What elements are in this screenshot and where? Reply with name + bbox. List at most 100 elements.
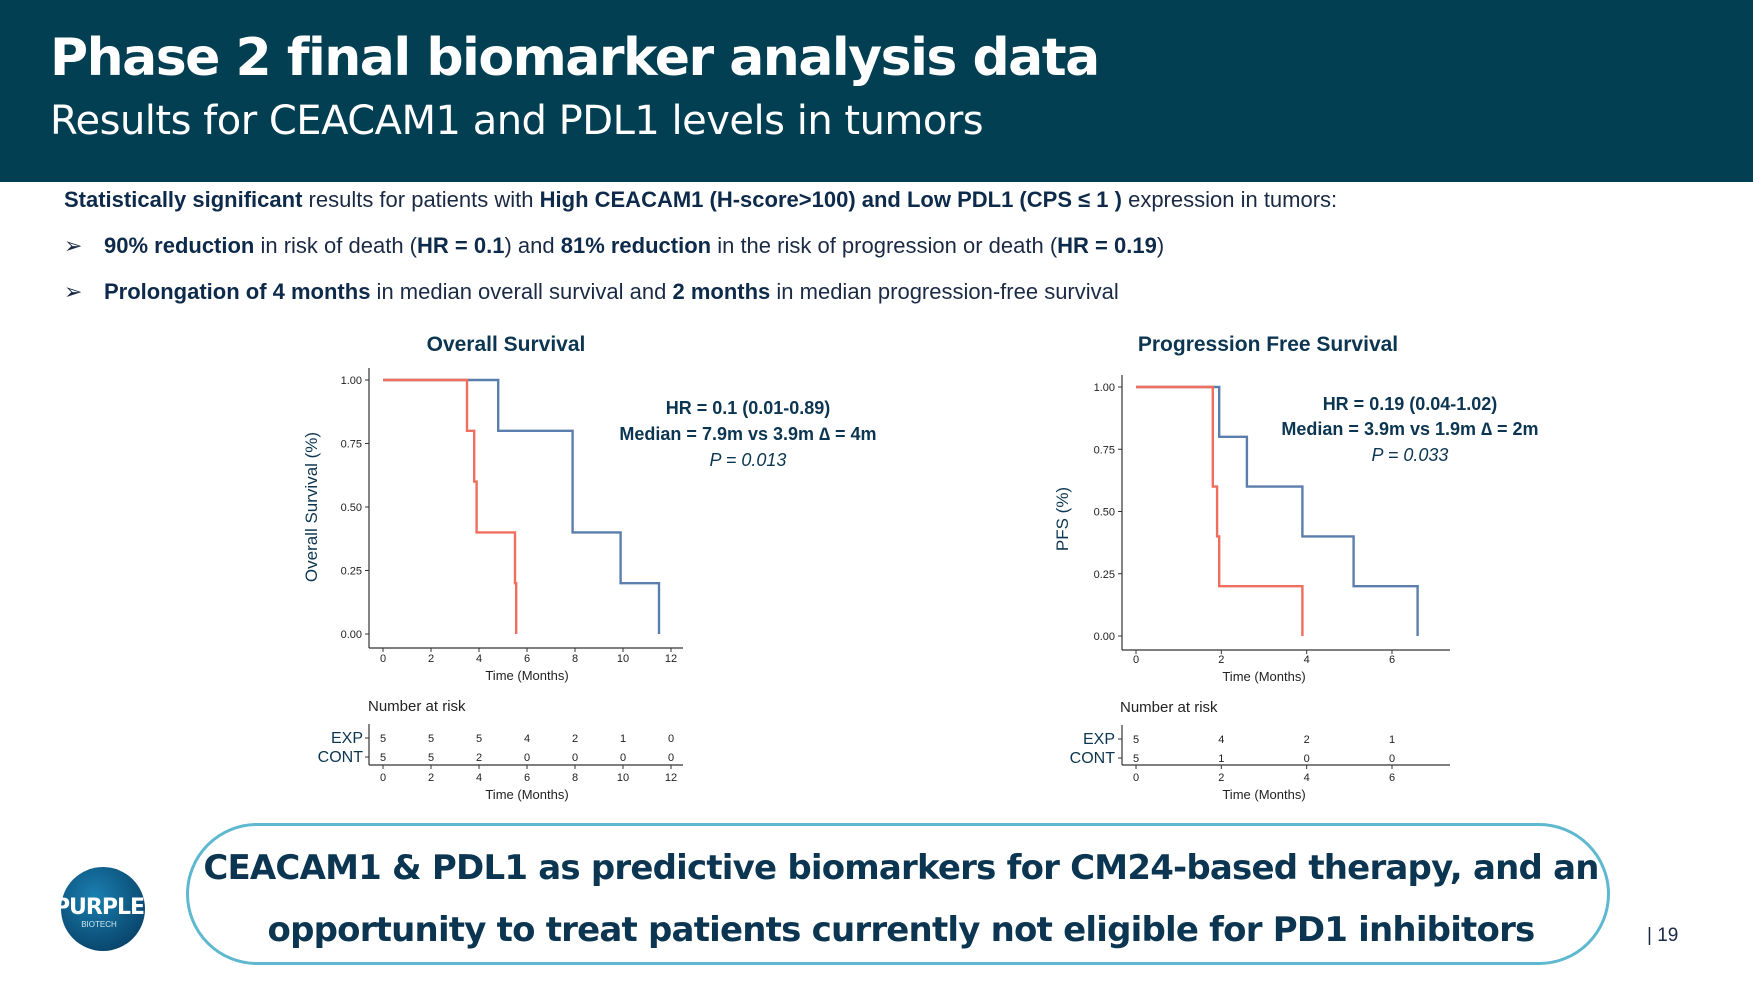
risk-value: 5 [380, 752, 386, 764]
y-tick-label: 0.75 [1094, 444, 1115, 456]
bullet1-text1: in risk of death ( [254, 233, 418, 258]
logo-circle [61, 867, 145, 951]
bullet1-bold2: HR = 0.1 [417, 233, 505, 258]
bullet1-text2: ) and [504, 233, 561, 258]
risk-table-title: Number at risk [1120, 699, 1218, 716]
risk-value: 0 [1389, 753, 1395, 765]
bullet2-bold2: 2 months [672, 279, 771, 304]
y-tick-label: 0.25 [341, 566, 362, 578]
annotation-line: P = 0.033 [1372, 445, 1449, 465]
risk-x-tick-label: 0 [380, 772, 386, 784]
annotation-line: Median = 7.9m vs 3.9m ∆ = 4m [619, 424, 876, 444]
risk-value: 2 [476, 752, 482, 764]
km-curve-cont [1136, 385, 1304, 636]
arrow-bullet-icon: ➢ [64, 233, 83, 258]
bullet2-bold1: Prolongation of 4 months [104, 279, 371, 304]
annotation-line: P = 0.013 [710, 450, 787, 470]
risk-x-tick-label: 4 [476, 772, 482, 784]
x-tick-label: 10 [617, 653, 629, 665]
annotation-line: HR = 0.19 (0.04-1.02) [1323, 394, 1498, 414]
logo-subtext: BIOTECH [81, 920, 117, 929]
purple-logo: PURPLE BIOTECH [47, 867, 151, 951]
header-banner: Phase 2 final biomarker analysis data Re… [0, 0, 1753, 182]
bullet2-text2: in median progression-free survival [770, 279, 1119, 304]
risk-x-tick-label: 10 [617, 772, 629, 784]
intro-text-2: expression in tumors: [1121, 187, 1338, 212]
km-curve-exp [1136, 385, 1419, 636]
x-tick-label: 4 [1304, 654, 1310, 666]
risk-x-axis-label: Time (Months) [1222, 787, 1305, 802]
callout-line-1: CEACAM1 & PDL1 as predictive biomarkers … [203, 848, 1599, 888]
x-tick-label: 6 [1389, 654, 1395, 666]
logo-text: PURPLE [53, 895, 145, 920]
risk-value: 0 [620, 752, 626, 764]
conclusion-callout: CEACAM1 & PDL1 as predictive biomarkers … [186, 823, 1610, 965]
x-axis-label: Time (Months) [485, 668, 568, 683]
risk-x-tick-label: 6 [1389, 772, 1395, 784]
risk-value: 2 [1304, 734, 1310, 746]
annotation-line: Median = 3.9m vs 1.9m ∆ = 2m [1281, 419, 1538, 439]
y-tick-label: 1.00 [1094, 382, 1115, 394]
risk-row-label: EXP [331, 730, 363, 747]
risk-value: 5 [476, 733, 482, 745]
x-tick-label: 4 [476, 653, 482, 665]
x-tick-label: 12 [665, 653, 677, 665]
risk-x-tick-label: 6 [524, 772, 530, 784]
risk-row-label: EXP [1083, 731, 1115, 748]
x-tick-label: 2 [1218, 654, 1224, 666]
risk-value: 5 [428, 752, 434, 764]
risk-value: 5 [1133, 734, 1139, 746]
km-curve-cont [383, 378, 518, 634]
risk-x-axis-label: Time (Months) [485, 787, 568, 802]
x-axis-label: Time (Months) [1222, 669, 1305, 684]
callout-line-2: opportunity to treat patients currently … [267, 910, 1536, 950]
bullet-prolongation: ➢ Prolongation of 4 months in median over… [64, 279, 1119, 305]
risk-value: 5 [1133, 753, 1139, 765]
arrow-bullet-icon: ➢ [64, 279, 83, 304]
risk-value: 0 [524, 752, 530, 764]
bullet1-bold3: 81% reduction [560, 233, 712, 258]
risk-value: 0 [1304, 753, 1310, 765]
page-title: Phase 2 final biomarker analysis data [50, 28, 1100, 88]
risk-x-tick-label: 4 [1304, 772, 1310, 784]
intro-text-1: results for patients with [302, 187, 540, 212]
risk-value: 1 [1218, 753, 1224, 765]
x-tick-label: 6 [524, 653, 530, 665]
bullet2-text1: in median overall survival and [370, 279, 673, 304]
bullet1-bold4: HR = 0.19 [1057, 233, 1157, 258]
x-tick-label: 8 [572, 653, 578, 665]
chart-title: Progression Free Survival [1138, 333, 1398, 356]
page-number: | 19 [1647, 925, 1679, 946]
y-tick-label: 0.75 [341, 439, 362, 451]
risk-x-tick-label: 2 [428, 772, 434, 784]
y-axis-label: PFS (%) [1053, 487, 1072, 551]
risk-value: 2 [572, 733, 578, 745]
risk-table-title: Number at risk [368, 698, 466, 715]
risk-value: 0 [572, 752, 578, 764]
risk-row-label: CONT [318, 749, 364, 766]
risk-value: 4 [524, 733, 530, 745]
risk-value: 0 [668, 752, 674, 764]
annotation-line: HR = 0.1 (0.01-0.89) [666, 398, 831, 418]
intro-bold-significant: Statistically significant [64, 187, 303, 212]
page-subtitle: Results for CEACAM1 and PDL1 levels in t… [50, 98, 984, 144]
bullet1-text3: in the risk of progression or death ( [711, 233, 1058, 258]
intro-bold-criteria: High CEACAM1 (H-score>100) and Low PDL1 … [539, 187, 1122, 212]
y-tick-label: 0.50 [1094, 507, 1115, 519]
risk-value: 1 [620, 733, 626, 745]
y-axis-label: Overall Survival (%) [302, 432, 321, 582]
risk-value: 5 [380, 733, 386, 745]
risk-value: 1 [1389, 734, 1395, 746]
y-tick-label: 0.50 [341, 502, 362, 514]
risk-x-tick-label: 12 [665, 772, 677, 784]
risk-x-tick-label: 0 [1133, 772, 1139, 784]
y-tick-label: 1.00 [341, 375, 362, 387]
intro-text: Statistically significant results for pa… [64, 187, 1337, 213]
y-tick-label: 0.25 [1094, 569, 1115, 581]
risk-row-label: CONT [1070, 750, 1116, 767]
risk-value: 0 [668, 733, 674, 745]
y-tick-label: 0.00 [1094, 631, 1115, 643]
bullet-risk-reduction: ➢ 90% reduction in risk of death (HR = 0.… [64, 233, 1164, 259]
risk-value: 4 [1218, 734, 1224, 746]
